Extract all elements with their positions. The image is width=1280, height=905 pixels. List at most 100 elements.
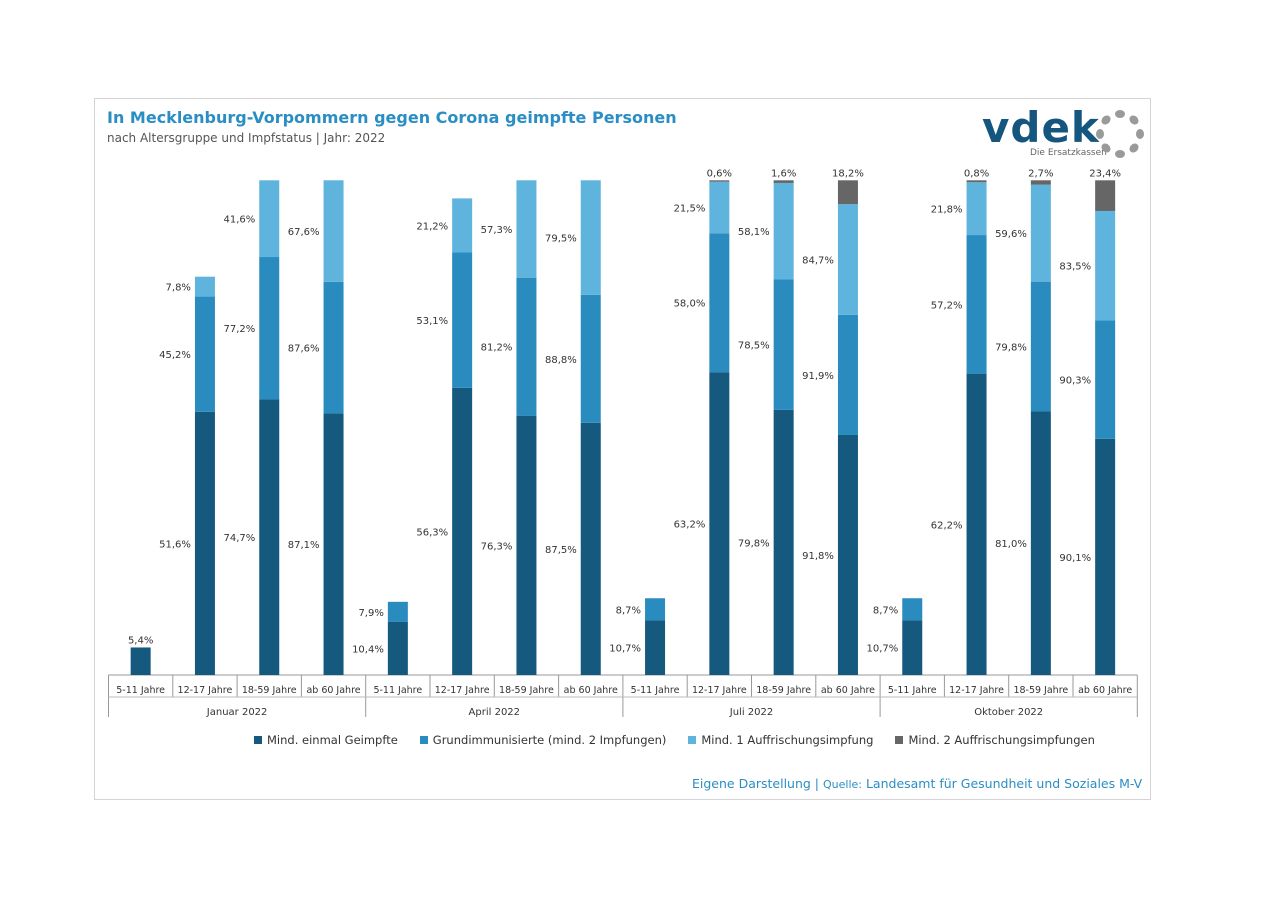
x-tick-label: 18-59 Jahre [756, 685, 811, 696]
bar-segment-booster-1 [452, 198, 473, 253]
bar-segment-first-dose [1095, 438, 1116, 675]
bar-segment-first-dose [259, 399, 280, 675]
data-label: 84,7% [802, 255, 834, 266]
data-label: 51,6% [159, 539, 191, 550]
bar-segment-booster-1 [1095, 210, 1116, 321]
group-label: April 2022 [469, 707, 520, 718]
bar-segment-first-dose [452, 387, 473, 675]
data-label: 57,2% [931, 300, 963, 311]
group-label: Juli 2022 [729, 707, 773, 718]
bar-segment-booster-1 [773, 182, 794, 280]
bar-segment-first-dose [902, 620, 923, 675]
bar-segment-booster-1 [323, 180, 344, 282]
data-label: 8,7% [873, 605, 898, 616]
x-tick-label: 12-17 Jahre [435, 685, 490, 696]
x-tick-label: 12-17 Jahre [692, 685, 747, 696]
x-tick-label: 18-59 Jahre [1013, 685, 1068, 696]
legend-swatch [895, 736, 904, 744]
data-label: 41,6% [223, 215, 255, 226]
x-tick-label: ab 60 Jahre [306, 685, 360, 696]
x-tick-label: 5-11 Jahre [373, 685, 422, 696]
data-label: 74,7% [223, 533, 255, 544]
bar-segment-first-dose [130, 647, 151, 675]
legend-item-booster-1: Mind. 1 Auffrischungsimpfung [688, 733, 873, 747]
legend-swatch [688, 736, 697, 744]
data-label: 21,8% [931, 205, 963, 216]
bar-segment-first-dose [1030, 411, 1051, 675]
bar-segment-primary [580, 294, 601, 423]
data-label: 63,2% [674, 520, 706, 531]
data-label: 88,8% [545, 355, 577, 366]
bar-segment-booster-2 [709, 180, 730, 182]
logo-wordmark: vdek [982, 103, 1100, 152]
data-label: 87,5% [545, 545, 577, 556]
data-label: 53,1% [416, 316, 448, 327]
x-tick-label: 5-11 Jahre [116, 685, 165, 696]
bar-segment-booster-2 [837, 180, 858, 205]
bar-segment-primary [837, 314, 858, 435]
bar-segment-booster-1 [580, 180, 601, 295]
data-label: 77,2% [223, 324, 255, 335]
data-label: 67,6% [288, 227, 320, 238]
data-label: 0,8% [964, 168, 989, 179]
data-label: 91,9% [802, 371, 834, 382]
chart-legend: Mind. einmal Geimpfte Grundimmunisierte … [254, 733, 1095, 747]
x-tick-label: 12-17 Jahre [949, 685, 1004, 696]
bar-segment-booster-1 [1030, 184, 1051, 282]
data-label: 21,2% [416, 221, 448, 232]
source-prefix: Eigene Darstellung | [692, 776, 823, 791]
bar-segment-booster-2 [1095, 180, 1116, 211]
data-label: 76,3% [481, 541, 513, 552]
bar-segment-booster-2 [1030, 180, 1051, 185]
data-label: 8,7% [616, 605, 641, 616]
data-label: 87,1% [288, 540, 320, 551]
chart-title: In Mecklenburg-Vorpommern gegen Corona g… [107, 108, 677, 127]
data-label: 59,6% [995, 229, 1027, 240]
data-label: 10,4% [352, 644, 384, 655]
data-label: 1,6% [771, 168, 796, 179]
data-label: 58,0% [674, 299, 706, 310]
legend-label: Mind. 2 Auffrischungsimpfungen [908, 733, 1095, 747]
logo-ring-icon [1096, 110, 1144, 158]
x-tick-label: 12-17 Jahre [178, 685, 233, 696]
bar-segment-primary [452, 252, 473, 388]
data-label: 79,5% [545, 234, 577, 245]
bar-segment-primary [323, 281, 344, 414]
data-label: 10,7% [609, 644, 641, 655]
bar-segment-primary [387, 601, 408, 622]
data-label: 0,6% [707, 168, 732, 179]
data-label: 83,5% [1059, 262, 1091, 273]
x-tick-label: 5-11 Jahre [631, 685, 680, 696]
bar-segment-first-dose [966, 373, 987, 675]
data-label: 23,4% [1089, 168, 1121, 179]
bar-segment-first-dose [837, 434, 858, 675]
legend-item-first-dose: Mind. einmal Geimpfte [254, 733, 398, 747]
data-label: 90,1% [1059, 553, 1091, 564]
source-note: Eigene Darstellung | Quelle: Landesamt f… [692, 776, 1142, 791]
x-tick-label: ab 60 Jahre [821, 685, 875, 696]
bar-segment-first-dose [709, 372, 730, 675]
data-label: 90,3% [1059, 376, 1091, 387]
data-label: 56,3% [416, 527, 448, 538]
bar-segment-first-dose [387, 621, 408, 675]
data-label: 18,2% [832, 168, 864, 179]
bar-segment-booster-1 [709, 181, 730, 234]
data-label: 58,1% [738, 227, 770, 238]
data-label: 10,7% [866, 644, 898, 655]
source-label: Quelle: [823, 778, 862, 791]
data-label: 87,6% [288, 344, 320, 355]
bar-segment-booster-1 [194, 276, 215, 297]
bar-segment-primary [902, 598, 923, 621]
x-tick-label: 18-59 Jahre [499, 685, 554, 696]
data-label: 81,2% [481, 343, 513, 354]
bar-segment-primary [516, 277, 537, 416]
bar-segment-primary [259, 257, 280, 400]
x-tick-label: ab 60 Jahre [564, 685, 618, 696]
bar-segment-booster-1 [966, 182, 987, 236]
legend-swatch [419, 736, 428, 744]
group-label: Oktober 2022 [974, 707, 1043, 718]
data-label: 79,8% [995, 343, 1027, 354]
bar-segment-booster-1 [516, 180, 537, 278]
bar-segment-first-dose [580, 422, 601, 675]
legend-label: Grundimmunisierte (mind. 2 Impfungen) [432, 733, 667, 747]
